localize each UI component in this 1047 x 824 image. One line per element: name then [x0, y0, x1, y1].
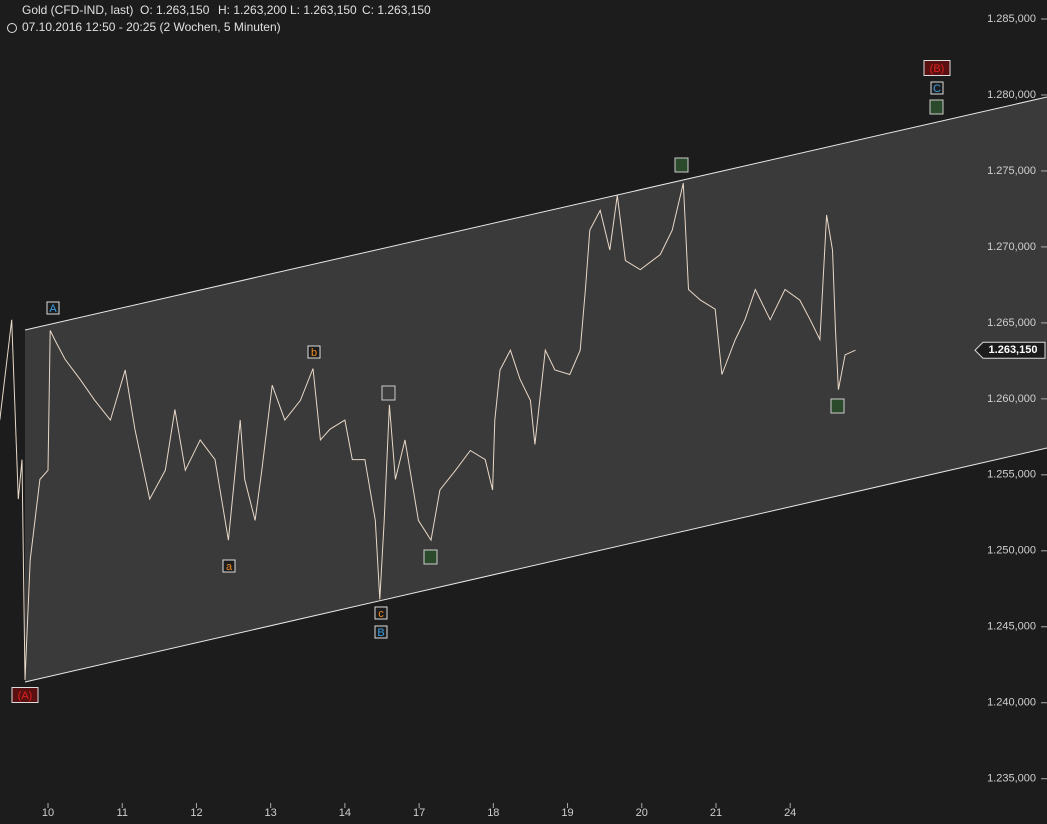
x-tick-label: 20	[636, 807, 648, 819]
x-tick-label: 17	[413, 807, 425, 819]
high: H: 1.263,200	[218, 3, 287, 17]
wave-label-box	[222, 559, 236, 573]
wave-box	[929, 99, 944, 115]
wave-label: b	[311, 347, 317, 359]
x-tick-label: 11	[117, 807, 128, 819]
wave-label-box	[930, 81, 944, 95]
y-tick-label: 1.260,000	[987, 393, 1036, 405]
y-tick-label: 1.280,000	[987, 89, 1036, 101]
wave-label-box	[46, 301, 60, 315]
wave-label-box	[374, 606, 388, 620]
wave-label: a	[226, 561, 233, 573]
channel-upper	[24, 96, 1047, 331]
x-tick-label: 14	[339, 807, 351, 819]
x-tick-label: 12	[190, 807, 202, 819]
wave-label: (B)	[930, 63, 945, 75]
y-tick-label: 1.235,000	[987, 773, 1036, 785]
y-tick-label: 1.255,000	[987, 469, 1036, 481]
y-tick-label: 1.250,000	[987, 545, 1036, 557]
wave-label: c	[378, 608, 384, 620]
channel-lower	[24, 447, 1047, 683]
instrument: Gold (CFD-IND, last)	[22, 3, 133, 17]
y-tick-label: 1.275,000	[987, 165, 1036, 177]
x-tick-label: 10	[42, 807, 54, 819]
x-tick-label: 13	[265, 807, 277, 819]
date-range: 07.10.2016 12:50 - 20:25 (2 Wochen, 5 Mi…	[22, 20, 281, 34]
x-tick-label: 19	[561, 807, 573, 819]
wave-label-box	[374, 625, 388, 639]
wave-label: C	[933, 83, 941, 95]
wave-box	[674, 157, 689, 173]
y-tick-label: 1.245,000	[987, 621, 1036, 633]
x-tick-label: 18	[487, 807, 499, 819]
y-tick-label: 1.240,000	[987, 697, 1036, 709]
x-tick-label: 24	[784, 807, 796, 819]
wave-label-box	[307, 345, 321, 359]
x-tick-label: 21	[710, 807, 722, 819]
wave-markers	[381, 99, 944, 565]
price-line	[0, 182, 856, 681]
low: L: 1.263,150	[290, 3, 357, 17]
last-price-label: 1.263,150	[989, 344, 1038, 356]
wave-label-box	[11, 687, 39, 703]
wave-box	[830, 398, 845, 414]
y-tick-label: 1.265,000	[987, 317, 1036, 329]
y-tick-label: 1.285,000	[987, 13, 1036, 25]
header: Gold (CFD-IND, last) O: 1.263,150 H: 1.2…	[7, 3, 431, 34]
wave-label: B	[377, 627, 384, 639]
wave-label: A	[49, 303, 57, 315]
channel	[25, 97, 1047, 682]
last-price-tag	[974, 341, 1046, 359]
wave-box	[381, 385, 396, 401]
clock-icon	[7, 23, 17, 33]
open: O: 1.263,150	[140, 3, 210, 17]
close: C: 1.263,150	[362, 3, 431, 17]
wave-label-box	[923, 60, 951, 76]
y-tick-label: 1.270,000	[987, 241, 1036, 253]
wave-label: (A)	[18, 690, 33, 702]
wave-box	[423, 549, 438, 565]
